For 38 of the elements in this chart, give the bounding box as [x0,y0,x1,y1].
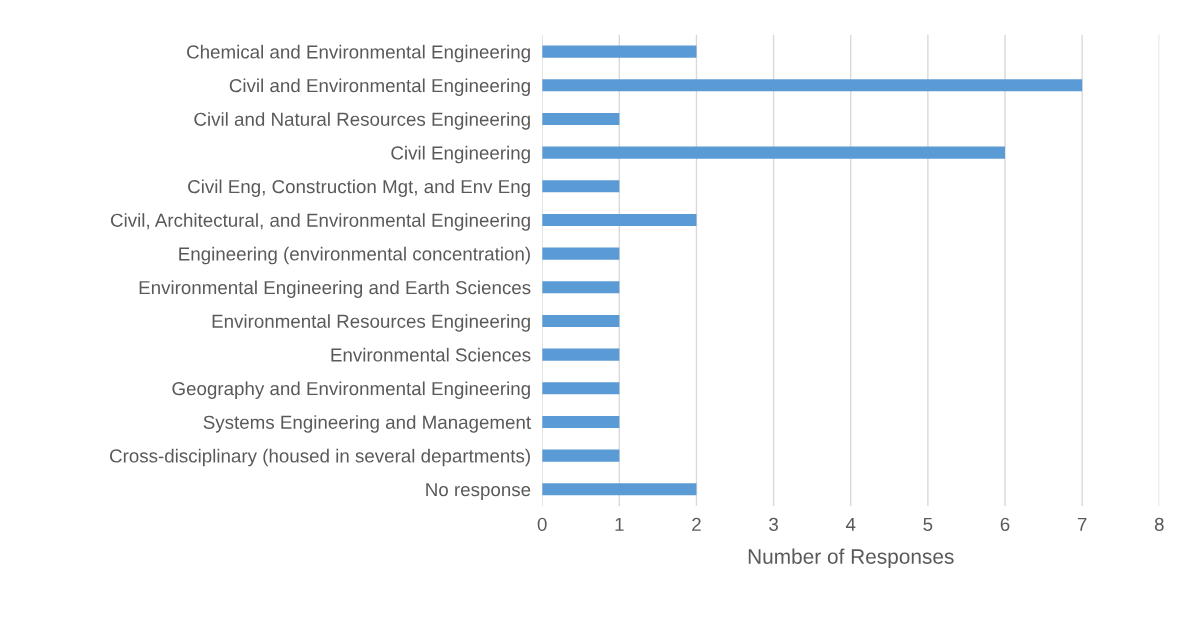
bar [542,281,620,294]
bar [542,180,620,193]
bar [542,213,697,226]
y-tick-label: Geography and Environmental Engineering [172,381,530,399]
y-tick-label: Civil and Natural Resources Engineering [194,112,530,130]
y-tick-label: Environmental Engineering and Earth Sciences [139,280,531,298]
bar [542,146,1005,159]
y-tick-label: No response [426,483,531,500]
x-tick-label: 6 [1000,517,1010,531]
x-tick-label: 5 [923,517,933,531]
y-tick-label: Engineering (environmental concentration) [179,246,530,265]
x-tick-label: 8 [1154,517,1164,531]
x-tick-label: 2 [692,517,701,531]
bar [542,382,620,395]
y-tick-label: Civil, Architectural, and Environmental Engineering [110,213,530,231]
bar [542,449,620,462]
bar [542,79,1083,92]
y-tick-label: Civil and Environmental Engineering [229,78,530,96]
bar [542,112,620,125]
y-tick-label: Cross-disciplinary (housed in several departments) [110,448,530,467]
y-tick-label: Civil Eng, Construction Mgt, and Env Eng [188,179,530,197]
x-axis-title: Number of Responses [748,548,954,569]
bar [542,314,620,328]
y-tick-label: Chemical and Environmental Engineering [187,44,530,63]
x-tick-label: 3 [769,517,778,531]
y-tick-label: Environmental Sciences [331,347,531,362]
x-tick-label: 7 [1077,517,1087,531]
x-tick-label: 1 [615,517,624,531]
x-tick-label: 4 [845,517,856,531]
bar [542,348,620,361]
bar [542,45,697,58]
y-tick-label: Civil Engineering [391,145,530,164]
bar [542,483,697,496]
y-tick-label: Systems Engineering and Management [203,415,531,433]
x-tick-label: 0 [537,517,547,531]
bar [542,247,620,260]
bar [542,415,620,429]
y-tick-label: Environmental Resources Engineering [212,314,530,332]
